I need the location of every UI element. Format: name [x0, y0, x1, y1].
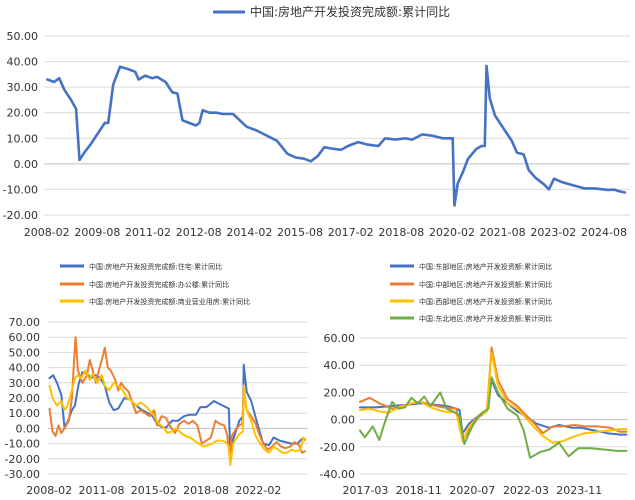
br-legend-label-0: 中国:东部地区:房地产开发投资额:累计同比	[419, 262, 552, 271]
top-x-tick-label-1: 2009-08	[74, 226, 120, 239]
top-x-tick-label-4: 2014-02	[226, 226, 272, 239]
chart-top: 中国:房地产开发投资完成额:累计同比 50.00 40.00 30.00 20.00 1…	[3, 4, 630, 239]
bl-legend-label-2: 中国:房地产开发投资完成额:商业营业用房:累计同比	[89, 297, 250, 306]
bl-x-tick-label-4: 2022-02	[235, 484, 281, 497]
top-y-tick-label-0: 50.00	[7, 30, 39, 43]
chart-bottom-left: 中国:房地产开发投资完成额:住宅:累计同比 中国:房地产开发投资完成额:办公楼:…	[5, 262, 308, 497]
bl-y-tick-label-1: 60.00	[9, 331, 41, 344]
br-series-line-3	[359, 376, 628, 459]
top-y-tick-label-4: 10.00	[7, 132, 39, 145]
top-x-tick-label-7: 2018-08	[378, 226, 424, 239]
br-legend-label-3: 中国:东北地区:房地产开发投资额:累计同比	[419, 314, 552, 323]
top-y-tick-label-5: 0.00	[14, 158, 39, 171]
br-x-tick-label-1: 2018-11	[396, 484, 442, 497]
bl-series-line-1	[48, 336, 306, 457]
bl-x-ticks: 2008-02 2011-08 2015-02 2018-08 2022-02	[26, 484, 281, 497]
top-x-ticks: 2008-02 2009-08 2011-02 2012-08 2014-02 2015-…	[24, 226, 627, 239]
top-gridlines	[44, 35, 630, 216]
top-x-tick-label-3: 2012-08	[176, 226, 222, 239]
br-series	[359, 346, 628, 459]
top-legend-label: 中国:房地产开发投资完成额:累计同比	[250, 4, 450, 19]
bl-y-tick-label-7: 0.00	[16, 422, 41, 435]
bl-x-tick-label-2: 2015-02	[131, 484, 177, 497]
br-legend-label-1: 中国:中部地区:房地产开发投资额:累计同比	[419, 280, 552, 289]
bl-y-tick-label-0: 70.00	[9, 316, 41, 329]
bl-gridlines	[48, 321, 308, 475]
top-x-tick-label-11: 2024-08	[581, 226, 627, 239]
top-y-tick-label-6: -10.00	[3, 183, 38, 196]
br-y-tick-label-0: 60.00	[324, 332, 356, 345]
bl-y-ticks: 70.00 60.00 50.00 40.00 30.00 20.00 10.00 0.00 -…	[5, 316, 40, 481]
bl-y-tick-label-5: 20.00	[9, 392, 41, 405]
top-x-tick-label-10: 2023-02	[530, 226, 576, 239]
top-x-tick-label-2: 2011-02	[125, 226, 171, 239]
bl-series	[48, 336, 306, 466]
bl-y-tick-label-3: 40.00	[9, 362, 41, 375]
bl-legend-label-0: 中国:房地产开发投资完成额:住宅:累计同比	[89, 262, 222, 271]
top-x-tick-label-6: 2017-02	[328, 226, 374, 239]
br-y-tick-label-4: -20.00	[320, 441, 355, 454]
top-x-tick-label-0: 2008-02	[24, 226, 70, 239]
bl-legend-label-1: 中国:房地产开发投资完成额:办公楼:累计同比	[89, 280, 229, 289]
bl-x-tick-label-0: 2008-02	[26, 484, 72, 497]
top-x-tick-label-8: 2020-02	[429, 226, 475, 239]
bl-series-line-2	[48, 369, 306, 466]
bl-y-tick-label-8: -10.00	[5, 438, 40, 451]
top-y-tick-label-3: 20.00	[7, 107, 39, 120]
br-x-tick-label-0: 2017-03	[342, 484, 388, 497]
br-y-tick-label-3: 0.00	[331, 414, 356, 427]
br-y-tick-label-5: -40.00	[320, 468, 355, 481]
top-y-tick-label-7: -20.00	[3, 209, 38, 222]
br-y-tick-label-1: 40.00	[324, 359, 356, 372]
bl-y-tick-label-2: 50.00	[9, 346, 41, 359]
chart-bottom-right: 中国:东部地区:房地产开发投资额:累计同比 中国:中部地区:房地产开发投资额:累…	[320, 262, 628, 497]
br-legend-label-2: 中国:西部地区:房地产开发投资额:累计同比	[419, 297, 552, 306]
br-x-tick-label-4: 2023-11	[556, 484, 602, 497]
br-x-ticks: 2017-03 2018-11 2020-07 2022-03 2023-11	[342, 484, 602, 497]
br-x-tick-label-2: 2020-07	[449, 484, 495, 497]
br-x-tick-label-3: 2022-03	[503, 484, 549, 497]
bl-x-tick-label-3: 2018-08	[183, 484, 229, 497]
bl-y-tick-label-9: -20.00	[5, 453, 40, 466]
top-y-ticks: 50.00 40.00 30.00 20.00 10.00 0.00 -10.00 -20.0…	[3, 30, 38, 222]
bl-x-tick-label-1: 2011-08	[79, 484, 125, 497]
bl-legend: 中国:房地产开发投资完成额:住宅:累计同比 中国:房地产开发投资完成额:办公楼:…	[60, 262, 250, 306]
br-legend: 中国:东部地区:房地产开发投资额:累计同比 中国:中部地区:房地产开发投资额:累…	[390, 262, 552, 323]
top-series	[46, 64, 627, 207]
top-y-tick-label-1: 40.00	[7, 56, 39, 69]
top-x-tick-label-9: 2021-08	[480, 226, 526, 239]
top-x-tick-label-5: 2015-08	[277, 226, 323, 239]
br-y-tick-label-2: 20.00	[324, 386, 356, 399]
bl-y-tick-label-6: 10.00	[9, 407, 41, 420]
top-series-line-0	[46, 64, 627, 207]
br-y-ticks: 60.00 40.00 20.00 0.00 -20.00 -40.00	[320, 332, 355, 481]
bl-y-tick-label-4: 30.00	[9, 377, 41, 390]
bl-y-tick-label-10: -30.00	[5, 468, 40, 481]
top-y-tick-label-2: 30.00	[7, 81, 39, 94]
